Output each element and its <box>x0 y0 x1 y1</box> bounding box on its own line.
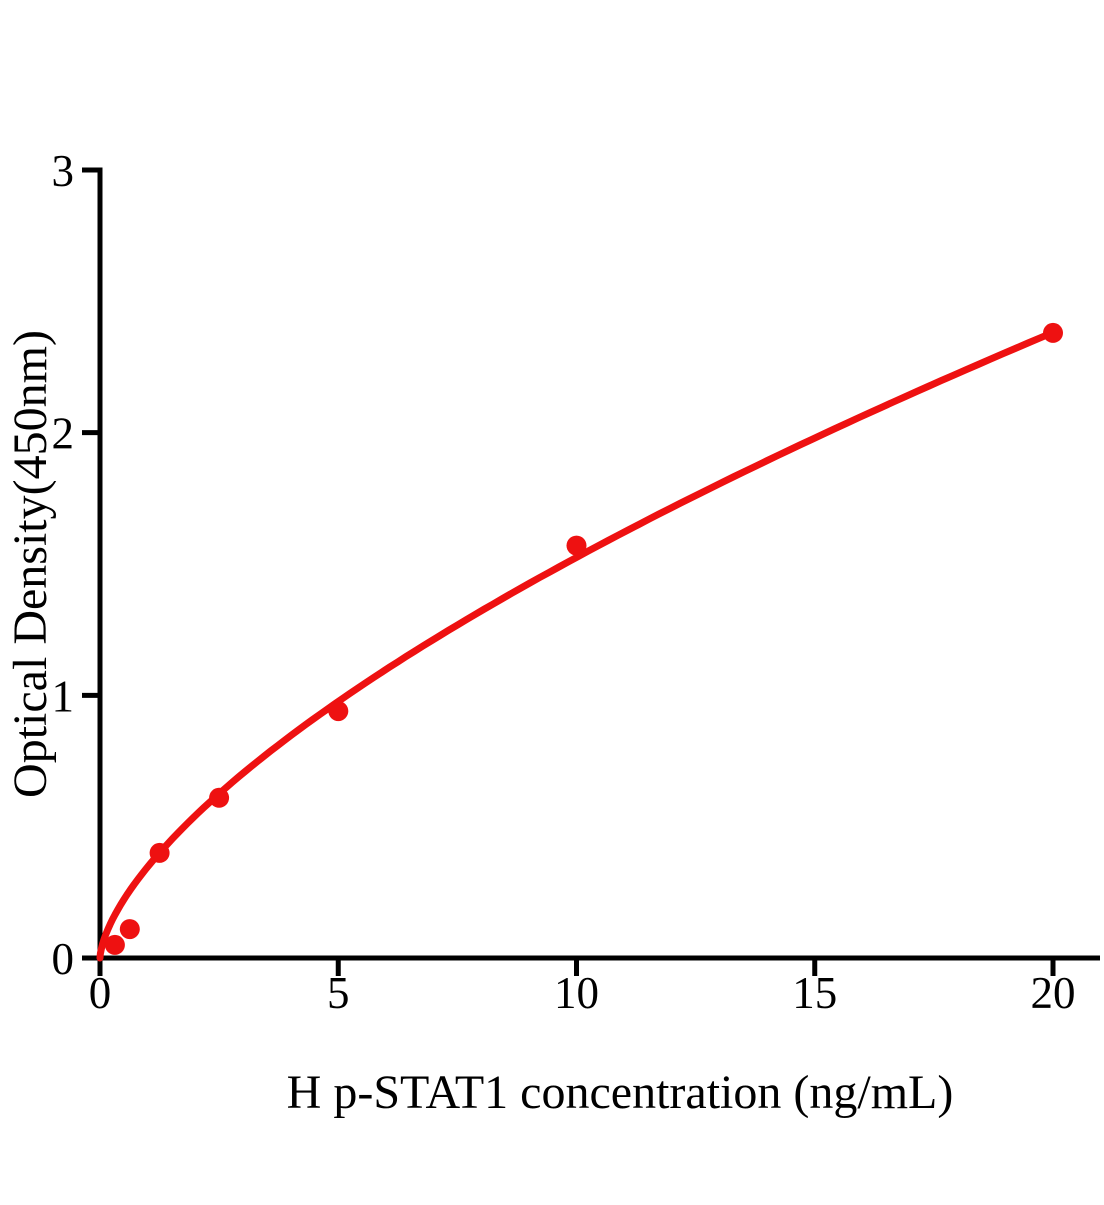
x-tick-label: 5 <box>327 968 350 1018</box>
x-tick-label: 15 <box>792 968 837 1018</box>
axes <box>82 167 1100 976</box>
x-axis-title: H p-STAT1 concentration (ng/mL) <box>287 1066 954 1119</box>
data-point <box>149 842 170 863</box>
tick-labels: 0 1 2 3 0 5 10 15 20 <box>52 146 1076 1018</box>
data-point <box>328 701 349 722</box>
y-tick-label: 1 <box>52 671 75 721</box>
y-tick-label: 3 <box>52 146 75 196</box>
x-tick-label: 10 <box>554 968 599 1018</box>
data-point <box>104 934 125 955</box>
y-axis-title: Optical Density(450nm) <box>4 330 57 798</box>
data-point <box>566 535 587 556</box>
x-tick-label: 20 <box>1031 968 1076 1018</box>
data-point <box>119 919 140 940</box>
fit-curve <box>96 328 1057 962</box>
plot-area <box>96 322 1063 962</box>
x-tick-label: 0 <box>89 968 112 1018</box>
y-tick-label: 0 <box>52 934 75 984</box>
y-tick-label: 2 <box>52 409 75 459</box>
data-point <box>1043 322 1063 343</box>
data-point <box>209 787 230 808</box>
